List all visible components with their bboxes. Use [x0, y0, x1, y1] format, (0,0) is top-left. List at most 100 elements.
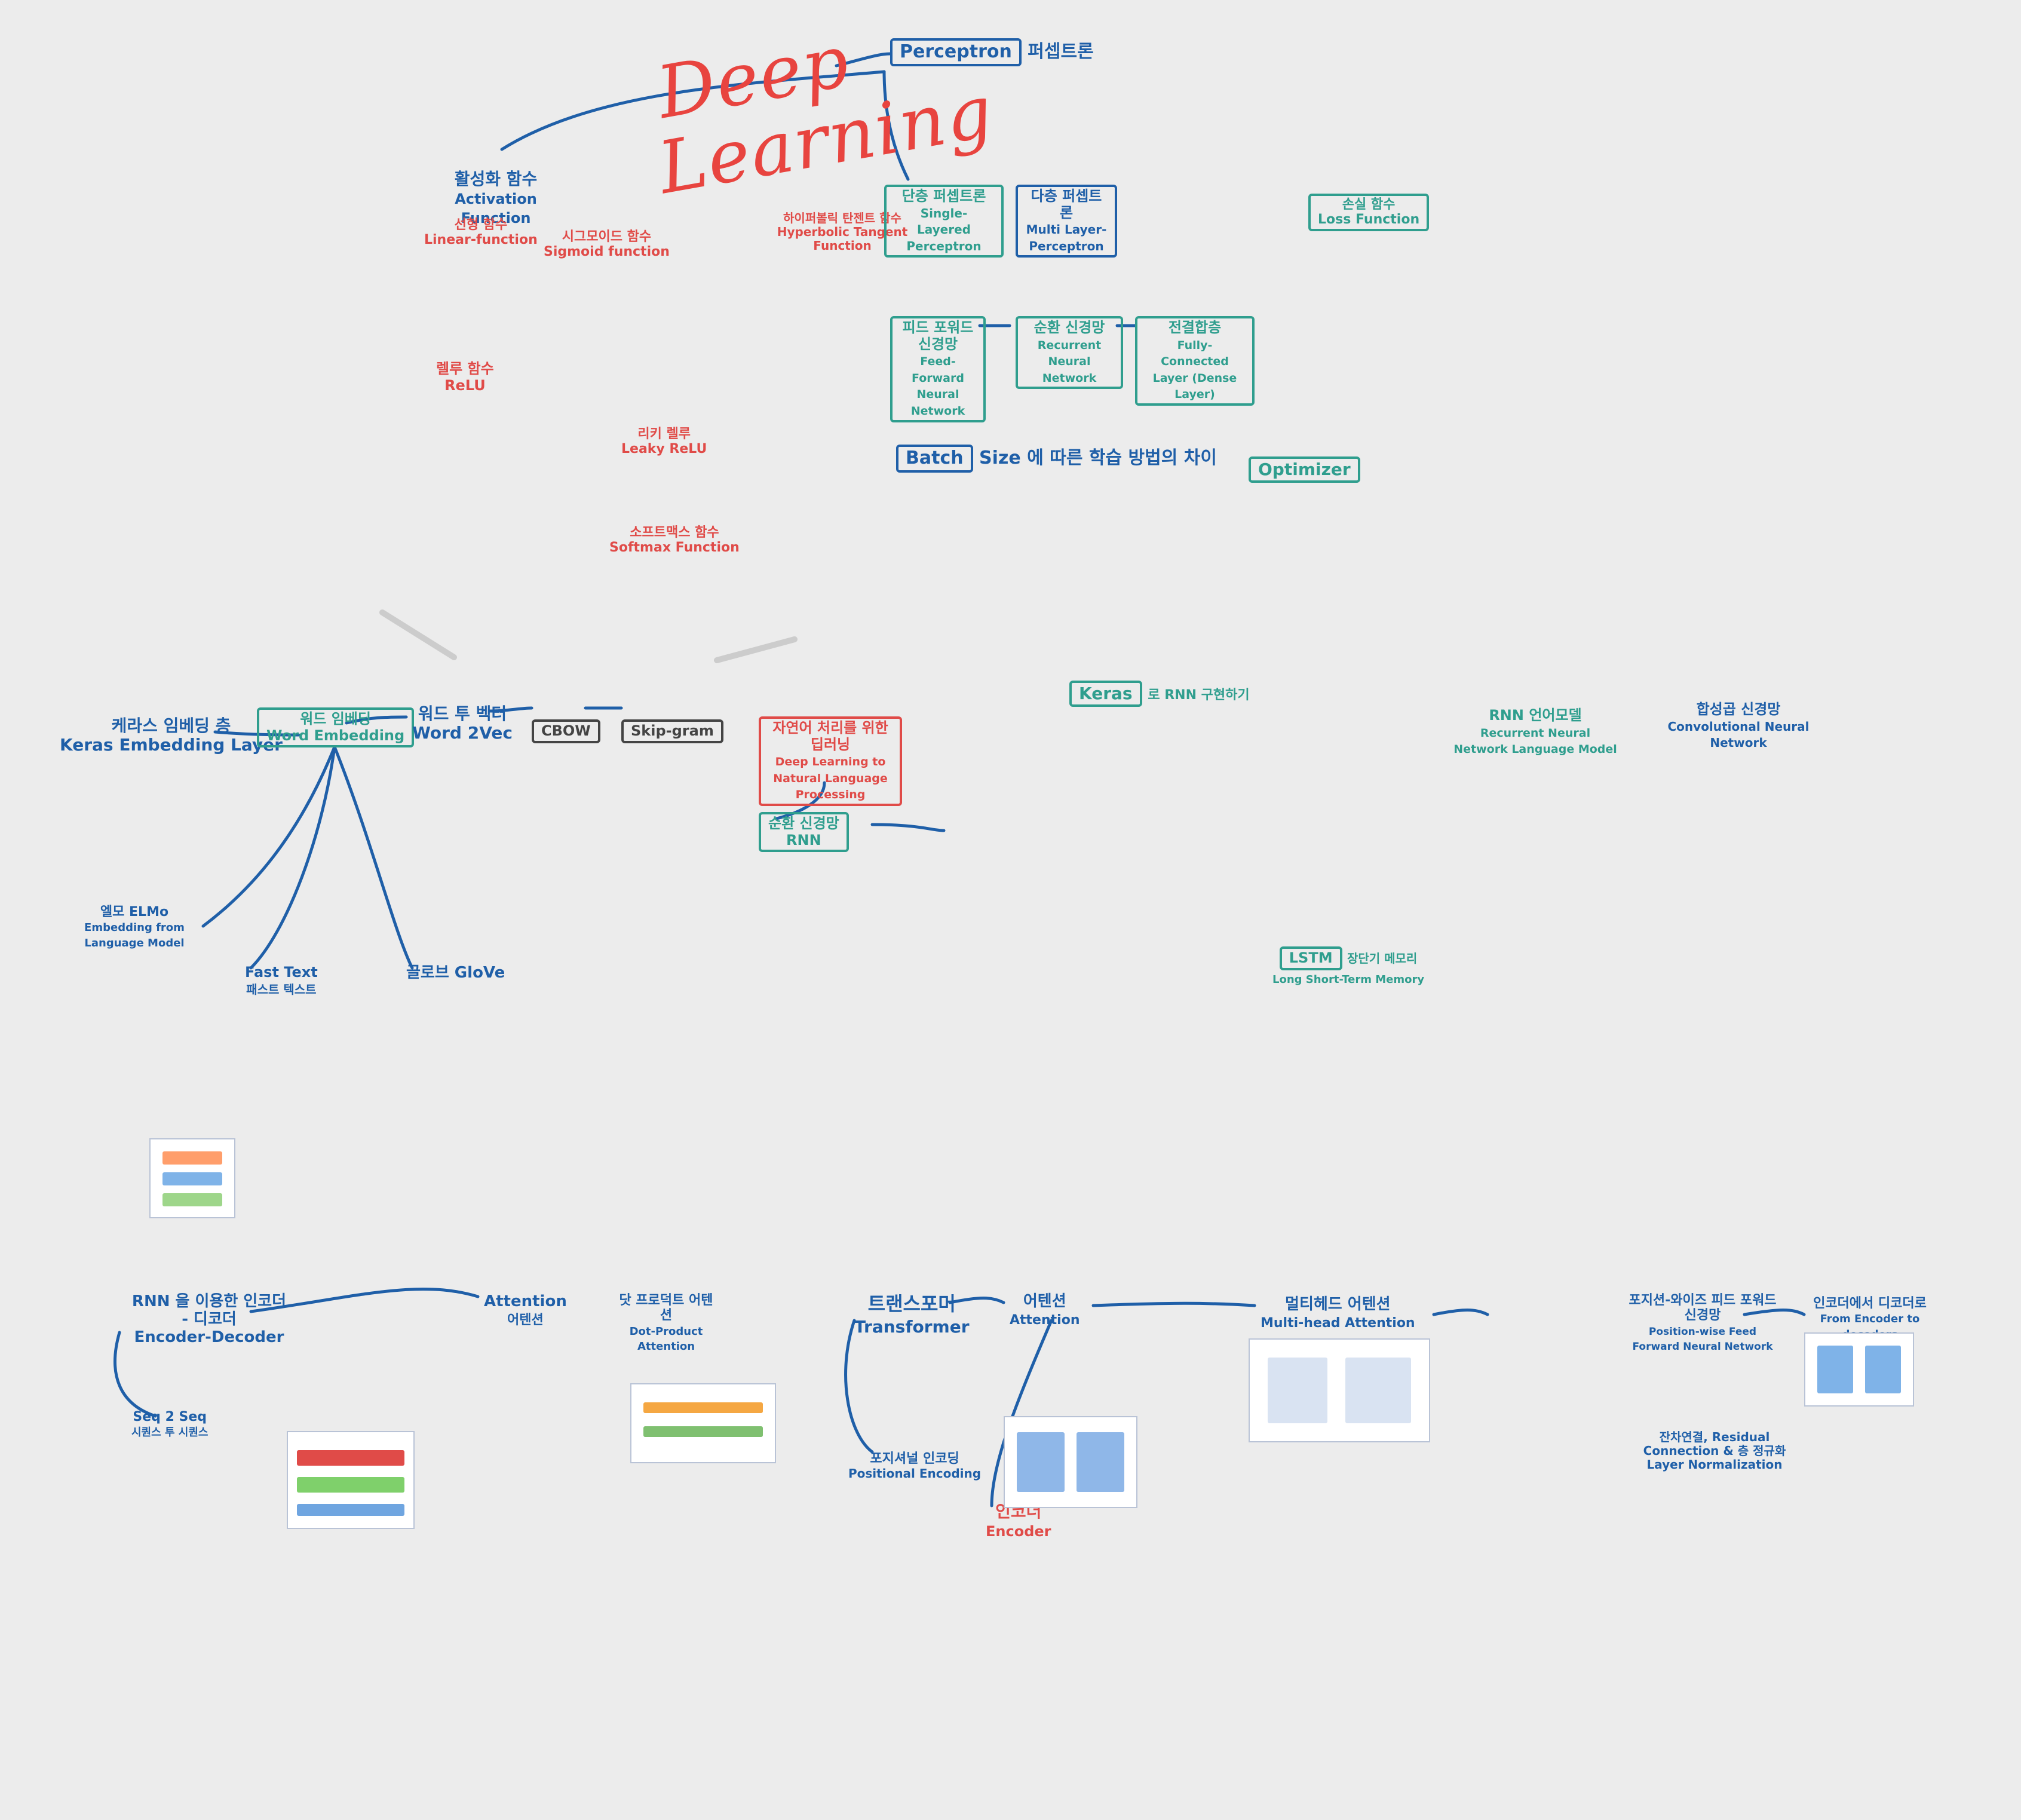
topic-tanh: 하이퍼볼릭 탄젠트 함수 Hyperbolic Tangent Function — [759, 209, 926, 255]
activation-en: Activation Function — [455, 191, 537, 227]
seq2seq-ko: 시퀀스 투 시퀀스 — [131, 1426, 208, 1439]
rnn-top-ko: 순환 신경망 — [1033, 319, 1105, 336]
positional-en: Positional Encoding — [848, 1466, 982, 1481]
lstm-ko: 장단기 메모리 — [1347, 951, 1418, 966]
enc-dec-figure — [1804, 1332, 1914, 1407]
link-transformer-attn — [948, 1297, 1005, 1304]
fc-en: Fully-Connected Layer (Dense Layer) — [1152, 338, 1237, 402]
seq2seq-figure-row-1 — [297, 1450, 404, 1466]
topic-attention: Attention 어텐션 — [478, 1291, 573, 1331]
softmax-en: Softmax Function — [609, 540, 740, 556]
enc-dec-ko: RNN 을 이용한 인코더 - 디코더 — [131, 1292, 287, 1328]
bert-figure-block-1 — [162, 1151, 222, 1165]
elmo-en: Embedding from Language Model — [84, 921, 185, 949]
link-attn-multihead — [1091, 1301, 1256, 1307]
link-w2v-cbow — [488, 706, 533, 713]
rnn-top-en: Recurrent Neural Network — [1037, 338, 1102, 385]
link-title-activation — [500, 70, 886, 151]
transformer-figure-block-1 — [1017, 1432, 1065, 1492]
loss-ko: 손실 함수 — [1342, 197, 1396, 212]
encoder-en: Encoder — [986, 1523, 1051, 1540]
topic-multihead: 멀티헤드 어텐션 Multi-head Attention — [1255, 1294, 1421, 1334]
skipgram-en: Skip-gram — [621, 719, 723, 743]
activation-ko: 활성화 함수 — [454, 169, 538, 189]
topic-transformer: 트랜스포머 Transformer — [848, 1291, 976, 1340]
optimizer-en: Optimizer — [1249, 456, 1360, 483]
dot-attention-figure-row-2 — [643, 1426, 763, 1437]
multihead-figure-block-1 — [1268, 1358, 1327, 1423]
leaky-relu-ko: 리키 렐루 — [637, 427, 691, 442]
topic-loss: 손실 함수 Loss Function — [1302, 191, 1435, 234]
word2vec-ko: 워드 투 벡터 — [418, 704, 507, 724]
word-embedding-en: Word Embedding — [266, 727, 405, 744]
topic-self-attention: 어텐션 Attention — [1004, 1291, 1085, 1331]
stray-mark-2 — [714, 636, 798, 663]
topic-elmo: 엘모 ELMo Embedding from Language Model — [48, 902, 221, 952]
cnn-ko: 합성곱 신경망 — [1696, 701, 1781, 718]
mlp-en: Multi Layer-Perceptron — [1026, 222, 1107, 253]
seq2seq-en: Seq 2 Seq — [133, 1410, 207, 1424]
rnnlm-en: Recurrent Neural Network Language Model — [1453, 726, 1617, 756]
bert-figure — [149, 1138, 235, 1218]
enc-dec-figure-block-1 — [1817, 1346, 1853, 1393]
dot-attention-figure — [630, 1383, 776, 1463]
multihead-en: Multi-head Attention — [1261, 1315, 1415, 1331]
multihead-ko: 멀티헤드 어텐션 — [1285, 1295, 1391, 1313]
lstm-en: LSTM — [1279, 946, 1342, 970]
rnn-nlp-en: RNN — [786, 831, 821, 848]
topic-cnn: 합성곱 신경망 Convolutional Neural Network — [1661, 699, 1816, 753]
positional-ko: 포지셔널 인코딩 — [870, 1451, 959, 1466]
tanh-en: Hyperbolic Tangent Function — [777, 225, 908, 253]
keras-rnn-ko: 로 RNN 구현하기 — [1148, 688, 1250, 703]
rnnlm-ko: RNN 언어모델 — [1489, 707, 1582, 724]
leaky-relu-en: Leaky ReLU — [621, 442, 707, 457]
relu-en: ReLU — [444, 376, 486, 394]
link-enc-dec-seq2seq — [114, 1331, 157, 1418]
fasttext-ko: 패스트 텍스트 — [246, 982, 317, 997]
word-embedding-ko: 워드 임베딩 — [300, 710, 371, 727]
topic-seq2seq: Seq 2 Seq 시퀀스 투 시퀀스 — [125, 1407, 214, 1442]
topic-nlp: 자연어 처리를 위한 딥러닝 Deep Learning to Natural … — [753, 714, 908, 808]
seq2seq-figure — [287, 1431, 415, 1529]
linear-en: Linear-function — [424, 232, 538, 248]
topic-word2vec: 워드 투 벡터 Word 2Vec — [406, 702, 519, 745]
topic-fc: 전결합층 Fully-Connected Layer (Dense Layer) — [1129, 314, 1261, 408]
dot-attention-en: Dot-Product Attention — [629, 1325, 703, 1353]
batch-en: Batch — [896, 445, 973, 473]
perceptron-ko: 퍼셉트론 — [1028, 41, 1094, 62]
attention-ko: 어텐션 — [507, 1312, 544, 1328]
link-rnn-types — [870, 823, 946, 832]
link-perceptron-single — [882, 70, 910, 181]
cbow-en: CBOW — [532, 719, 600, 743]
rnn-top-box: 순환 신경망 Recurrent Neural Network — [1016, 316, 1123, 390]
topic-rnn-top: 순환 신경망 Recurrent Neural Network — [1010, 314, 1129, 391]
multihead-figure — [1249, 1338, 1430, 1442]
topic-rnnlm: RNN 언어모델 Recurrent Neural Network Langua… — [1446, 705, 1625, 759]
position-ffnn-ko: 포지션-와이즈 피드 포워드 신경망 — [1629, 1293, 1777, 1323]
linear-ko: 선형 함수 — [454, 217, 508, 232]
dot-attention-figure-row-1 — [643, 1402, 763, 1413]
residual-ko: 잔차연결, Residual Connection & 층 정규화 Layer … — [1643, 1430, 1786, 1472]
perceptron-en: Perceptron — [890, 38, 1022, 66]
link-word-fasttext — [249, 745, 336, 970]
link-title-perceptron — [835, 52, 892, 68]
topic-single-layer: 단층 퍼셉트론 Single-Layered Perceptron — [878, 182, 1010, 260]
mlp-box: 다층 퍼셉트론 Multi Layer-Perceptron — [1016, 185, 1117, 258]
topic-keras-rnn: Keras 로 RNN 구현하기 — [1063, 678, 1256, 709]
multihead-figure-block-2 — [1345, 1358, 1411, 1423]
topic-seq2seq-enc-dec: RNN 을 이용한 인코더 - 디코더 Encoder-Decoder — [125, 1291, 293, 1349]
topic-cbow: CBOW — [526, 717, 606, 746]
link-word-glove — [333, 745, 414, 970]
lstm-sub: Long Short-Term Memory — [1272, 973, 1425, 986]
nlp-ko: 자연어 처리를 위한 딥러닝 — [772, 719, 888, 753]
loss-box: 손실 함수 Loss Function — [1308, 194, 1430, 231]
loss-en: Loss Function — [1318, 212, 1420, 228]
batch-ko: Size 에 따른 학습 방법의 차이 — [979, 448, 1217, 468]
word-embedding-box: 워드 임베딩 Word Embedding — [257, 707, 415, 748]
topic-softmax: 소프트맥스 함수 Softmax Function — [603, 523, 746, 558]
bert-figure-block-3 — [162, 1193, 222, 1206]
ffnn-box: 피드 포워드 신경망 Feed-Forward Neural Network — [890, 316, 986, 422]
topic-relu: 렐루 함수 ReLU — [430, 359, 500, 396]
topic-activation: 활성화 함수 Activation Function — [430, 167, 562, 230]
enc-to-dec-ko: 인코더에서 디코더로 — [1813, 1296, 1927, 1311]
